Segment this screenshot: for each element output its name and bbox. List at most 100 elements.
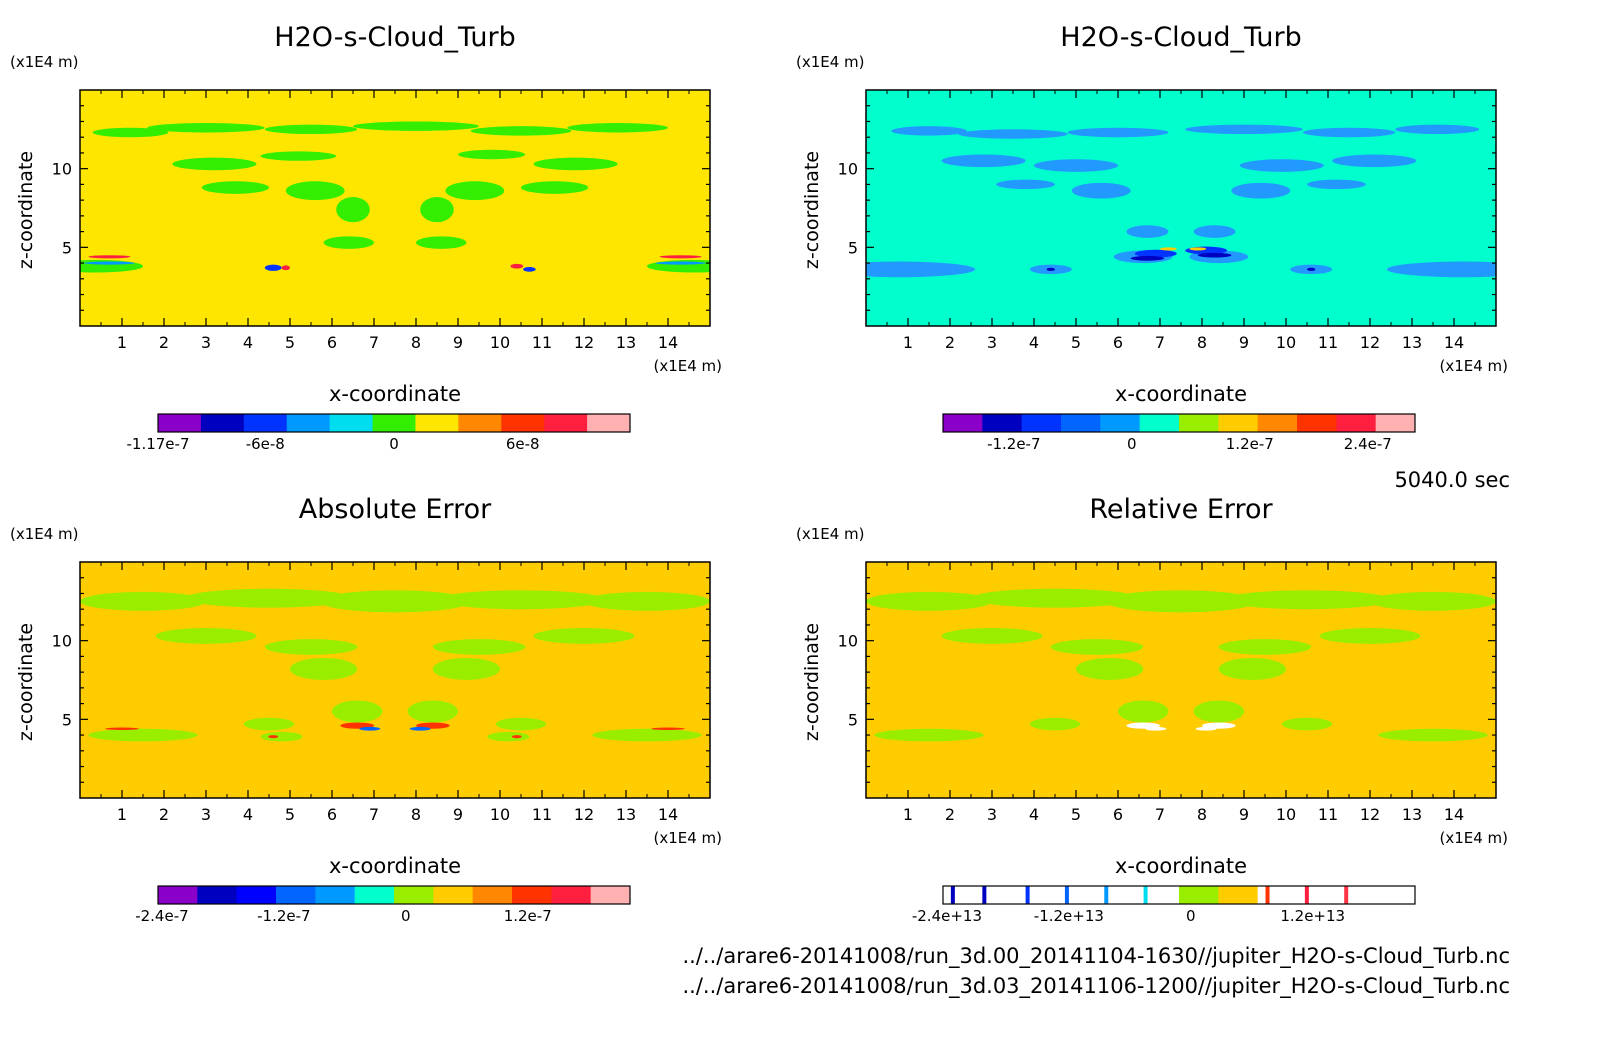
contour-region — [1239, 159, 1324, 172]
y-tick-label: 10 — [838, 160, 858, 179]
contour-extreme — [523, 267, 536, 272]
contour-region — [495, 717, 547, 731]
colorbar-swatch — [1139, 886, 1180, 904]
chart-panel-4: Relative Error(x1E4 m)1 2 3 4 5 6 7 8 9 10 11 12 13 1… — [796, 494, 1508, 925]
contour-region — [353, 121, 479, 131]
contour-region — [88, 728, 198, 742]
colorbar-swatch — [544, 414, 588, 432]
x-tick-label: 8 — [1197, 333, 1207, 352]
colorbar-level-line — [982, 886, 987, 904]
contour-region — [1223, 590, 1391, 610]
x-tick-label: 2 — [945, 805, 955, 824]
colorbar-swatch — [512, 886, 552, 904]
x-tick-label: 9 — [1239, 333, 1249, 352]
colorbar-swatch — [1061, 886, 1101, 904]
colorbar: -1.17e-7 -6e-8 0 6e-8 — [127, 413, 631, 453]
x-tick-label: 12 — [1360, 333, 1380, 352]
contour-region — [332, 700, 383, 723]
colorbar-frame — [157, 413, 631, 433]
colorbar-swatch — [286, 414, 331, 432]
y-tick-label: 5 — [62, 238, 72, 257]
colorbar-swatch — [943, 886, 983, 904]
contour-region — [336, 196, 370, 223]
contour-region — [445, 181, 505, 201]
x-tick-label: 2 — [159, 805, 169, 824]
x-axis-label: x-coordinate — [329, 382, 461, 406]
x-unit-label: (x1E4 m) — [1439, 829, 1508, 847]
contour-region — [1118, 700, 1169, 723]
x-tick-label: 8 — [411, 805, 421, 824]
contour-region — [866, 591, 992, 611]
contour-region — [1193, 225, 1236, 238]
colorbar-tick-label: 2.4e-7 — [1344, 435, 1392, 453]
colorbar-level-line — [1265, 886, 1270, 904]
contour-region — [567, 123, 668, 133]
contour-region — [285, 181, 345, 201]
x-tick-label: 5 — [1071, 805, 1081, 824]
x-tick-label: 4 — [1029, 333, 1039, 352]
colorbar-swatch — [1100, 414, 1141, 432]
x-tick-label: 2 — [945, 333, 955, 352]
contour-extreme — [1307, 267, 1316, 271]
x-tick-label: 4 — [243, 805, 253, 824]
x-tick-label: 6 — [327, 805, 337, 824]
x-tick-label: 10 — [1276, 333, 1296, 352]
colorbar-swatch — [433, 886, 474, 904]
x-tick-label: 6 — [1113, 333, 1123, 352]
colorbar-tick-label: -1.2e-7 — [257, 907, 310, 925]
contour-region — [458, 149, 526, 160]
contour-region — [432, 657, 500, 681]
colorbar-swatch — [1139, 414, 1180, 432]
colorbar: -2.4e-7 -1.2e-7 0 1.2e-7 — [135, 885, 631, 925]
x-tick-label: 9 — [453, 333, 463, 352]
colorbar-tick-label: 0 — [389, 435, 399, 453]
y-unit-label: (x1E4 m) — [10, 525, 79, 543]
colorbar-level-line — [1064, 886, 1069, 904]
contour-region — [1218, 639, 1312, 655]
contour-extreme — [264, 264, 282, 271]
colorbar-tick-label: 0 — [401, 907, 411, 925]
contour-extreme — [511, 735, 522, 739]
colorbar-swatch — [943, 414, 983, 432]
contour-extreme — [84, 261, 135, 265]
colorbar-swatch — [243, 414, 288, 432]
x-tick-label: 5 — [1071, 333, 1081, 352]
colorbar-swatch — [1257, 886, 1298, 904]
x-tick-label: 1 — [903, 333, 913, 352]
colorbar-frame — [942, 885, 1416, 905]
x-tick-label: 8 — [411, 333, 421, 352]
contour-region — [487, 731, 530, 742]
x-tick-label: 7 — [1155, 333, 1165, 352]
colorbar-swatch — [587, 414, 631, 432]
x-tick-label: 8 — [1197, 805, 1207, 824]
contour-region — [1332, 154, 1417, 168]
colorbar-tick-label: 1.2e-7 — [1226, 435, 1274, 453]
x-tick-label: 12 — [574, 805, 594, 824]
contour-region — [80, 591, 206, 611]
contour-region — [260, 731, 303, 742]
contour-extreme — [1145, 726, 1167, 731]
colorbar-frame — [942, 413, 1416, 433]
y-tick-label: 5 — [62, 710, 72, 729]
chart-title: Relative Error — [1089, 494, 1273, 525]
colorbar-swatch — [158, 886, 198, 904]
contour-region — [470, 126, 572, 136]
contour-region — [1281, 717, 1333, 731]
contour-region — [1126, 225, 1169, 238]
colorbar-swatch — [394, 886, 434, 904]
x-tick-label: 1 — [117, 333, 127, 352]
contour-extreme — [659, 255, 702, 259]
contour-region — [1378, 728, 1488, 742]
contour-region — [958, 129, 1068, 139]
x-tick-label: 13 — [616, 333, 636, 352]
contour-fields — [80, 588, 710, 742]
contour-region — [592, 728, 702, 742]
x-tick-label: 5 — [285, 333, 295, 352]
contour-region — [891, 126, 967, 136]
colorbar-tick-label: 0 — [1186, 907, 1196, 925]
colorbar-tick-label: -1.17e-7 — [127, 435, 190, 453]
contour-region — [172, 157, 257, 171]
contour-region — [533, 157, 618, 171]
x-tick-label: 11 — [532, 333, 552, 352]
colorbar-tick-label: 6e-8 — [506, 435, 540, 453]
